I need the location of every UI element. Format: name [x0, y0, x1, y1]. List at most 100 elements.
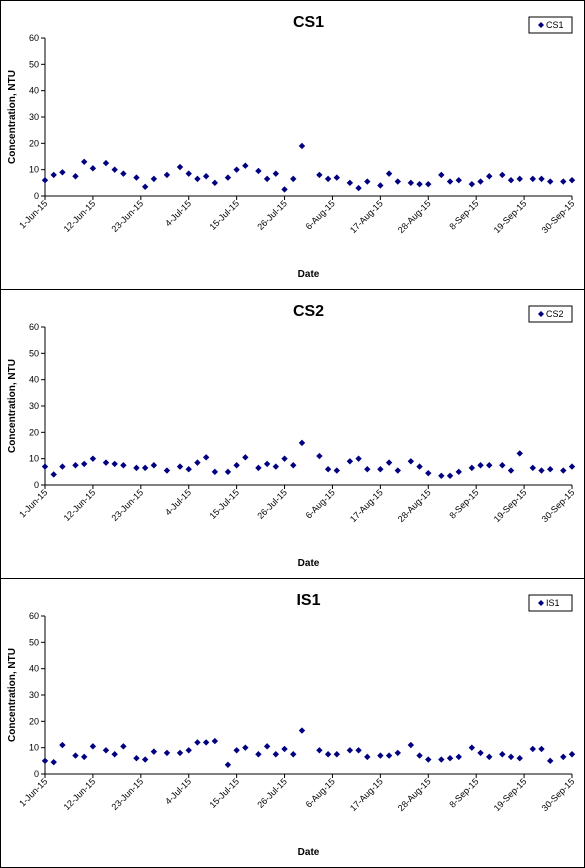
data-point [290, 175, 297, 183]
data-point [568, 177, 576, 184]
data-point [290, 751, 297, 758]
data-point [425, 469, 432, 477]
data-point [477, 749, 484, 757]
data-point [233, 747, 240, 754]
data-point [394, 749, 401, 757]
data-point [377, 466, 384, 473]
data-point [560, 753, 567, 761]
data-point [538, 175, 545, 183]
legend-box [528, 305, 573, 323]
data-point [547, 466, 554, 473]
data-point [80, 460, 88, 468]
data-point [272, 463, 280, 470]
data-point [89, 743, 97, 750]
chart-title: IS1 [296, 592, 320, 609]
legend-marker [538, 22, 544, 28]
data-point [263, 743, 271, 750]
data-point [316, 171, 323, 179]
legend-box [528, 594, 573, 612]
data-point [516, 450, 523, 457]
data-point [185, 466, 192, 473]
data-point [141, 464, 149, 472]
data-point [120, 743, 127, 750]
data-point [72, 752, 79, 759]
data-point [255, 751, 262, 758]
data-point [133, 464, 140, 472]
data-point [263, 460, 271, 468]
data-point [233, 166, 240, 173]
data-point [346, 458, 354, 465]
data-point [455, 177, 462, 184]
data-point [333, 174, 341, 181]
y-tick-label: 50 [29, 348, 39, 358]
x-tick-label: 30-Sep-15 [540, 198, 577, 235]
data-point [202, 739, 210, 746]
data-point [499, 462, 506, 469]
data-point [133, 174, 140, 181]
data-point [507, 177, 515, 184]
data-point [176, 163, 184, 171]
chart-title: CS1 [293, 14, 324, 31]
data-point [446, 472, 454, 479]
data-point [547, 178, 554, 185]
legend-label: CS2 [546, 309, 564, 319]
legend: CS1 [528, 16, 573, 34]
data-point [538, 745, 545, 753]
x-tick-label: 28-Aug-15 [396, 487, 433, 524]
x-tick-label: 26-Jul-15 [255, 776, 289, 810]
x-tick-label: 8-Sep-15 [447, 198, 480, 231]
data-point [377, 752, 384, 759]
data-point [263, 175, 271, 183]
data-point [468, 464, 476, 472]
x-tick-label: 19-Sep-15 [492, 776, 529, 813]
data-point [438, 472, 445, 479]
data-point [80, 753, 88, 761]
x-axis-label: Date [298, 558, 320, 569]
x-tick-label: 1-Jun-15 [17, 198, 49, 230]
x-tick-label: 23-Jun-15 [110, 198, 146, 234]
data-point [120, 170, 127, 177]
y-axis-label: Concentration, NTU [7, 648, 18, 742]
data-point [385, 459, 393, 466]
x-tick-label: 15-Jul-15 [207, 776, 241, 810]
data-point [529, 175, 537, 183]
data-point [407, 741, 415, 749]
data-point [538, 467, 545, 474]
data-point [529, 745, 537, 753]
chart-panel-is1: IS1 0 10 20 30 40 50 60 1-Jun-15 12-Jun-15 23-Jun-… [0, 578, 585, 868]
data-point [224, 761, 232, 768]
x-axis-label: Date [298, 847, 320, 858]
data-point [516, 755, 523, 762]
legend-label: CS1 [546, 20, 564, 30]
x-tick-label: 12-Jun-15 [62, 198, 98, 234]
data-point [529, 464, 537, 472]
x-tick-label: 28-Aug-15 [396, 198, 433, 235]
x-tick-label: 15-Jul-15 [207, 198, 241, 232]
data-point [455, 468, 462, 476]
y-tick-label: 60 [29, 322, 39, 332]
data-point [407, 458, 415, 465]
x-tick-label: 6-Aug-15 [304, 198, 337, 231]
data-point [111, 166, 118, 173]
data-point [89, 165, 97, 172]
data-point [499, 751, 506, 758]
data-point [202, 454, 210, 461]
x-tick-label: 19-Sep-15 [492, 198, 529, 235]
x-tick-label: 1-Jun-15 [17, 776, 49, 808]
y-tick-label: 10 [29, 165, 39, 175]
data-point [211, 179, 219, 187]
x-tick-label: 12-Jun-15 [62, 776, 98, 812]
data-point [364, 178, 371, 185]
data-point [224, 174, 232, 181]
data-point [407, 179, 415, 187]
data-point [50, 171, 57, 179]
data-point [211, 468, 219, 476]
data-point [111, 460, 118, 468]
data-point [324, 175, 332, 183]
data-point [185, 170, 192, 177]
data-point [242, 454, 249, 461]
x-tick-label: 30-Sep-15 [540, 776, 577, 813]
x-tick-label: 6-Aug-15 [304, 776, 337, 809]
y-tick-label: 20 [29, 138, 39, 148]
data-point [346, 747, 354, 754]
